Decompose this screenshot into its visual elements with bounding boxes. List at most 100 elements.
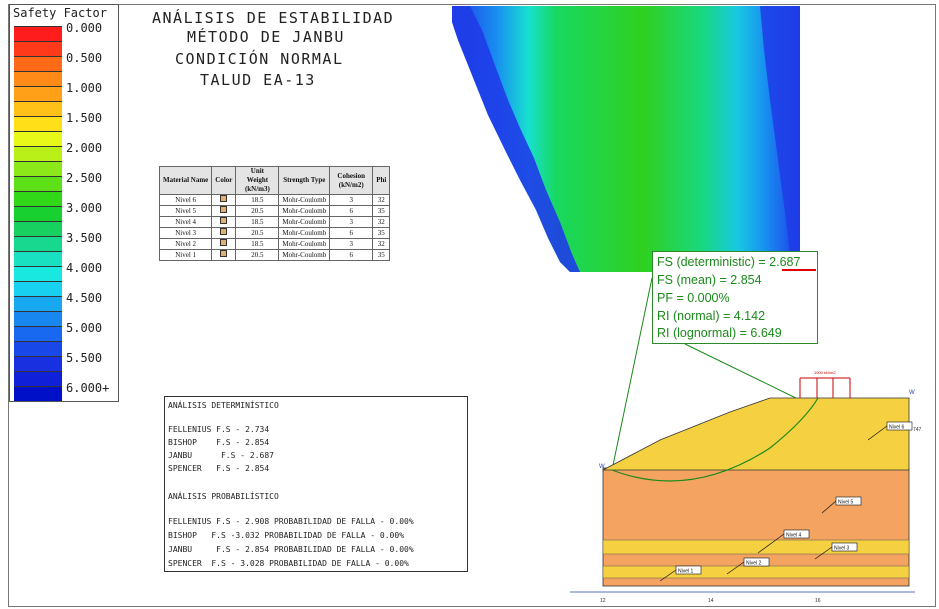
legend-label: 1.000: [66, 81, 103, 95]
header-color: Color: [211, 166, 237, 195]
material-color-swatch: [220, 250, 228, 257]
svg-text:Nivel 3: Nivel 3: [834, 546, 850, 552]
det-line-bishop: BISHOP F.S - 2.854: [168, 438, 270, 447]
analysis-summary-box: ANÁLISIS DETERMINÍSTICO FELLENIUS F.S - …: [164, 396, 468, 572]
header-unit-weight: Unit Weight (kN/m3): [235, 166, 280, 195]
material-label-nivel-4: Nivel 4: [757, 529, 810, 554]
elevation-label: 747: [913, 427, 922, 433]
legend-swatch: [14, 326, 62, 341]
legend-label: 0.500: [66, 51, 103, 65]
legend-label: 5.500: [66, 351, 103, 365]
legend-label: 1.500: [66, 111, 103, 125]
det-line-spencer: SPENCER F.S - 2.854: [168, 464, 270, 473]
svg-text:Nivel 1: Nivel 1: [678, 569, 694, 575]
material-color-swatch: [220, 206, 228, 213]
legend-label: 0.000: [66, 21, 103, 35]
det-line-fellenius: FELLENIUS F.S - 2.734: [168, 425, 270, 434]
material-label-nivel-1: Nivel 1: [659, 565, 702, 582]
contour-plot: [452, 6, 800, 272]
material-name-cell: Nivel 1: [158, 249, 213, 261]
material-label-nivel-6: Nivel 6: [867, 421, 913, 441]
legend-label: 2.500: [66, 171, 103, 185]
load-label: 1000 kN/m2: [814, 370, 836, 375]
legend-label: 3.000: [66, 201, 103, 215]
header-strength-type: Strength Type: [278, 166, 331, 195]
boundary-marker-left: W: [599, 464, 605, 470]
fs-results-callout: FS (deterministic) = 2.687 FS (mean) = 2…: [652, 251, 818, 344]
legend-swatch: [14, 26, 62, 41]
slope-cross-section: 1000 kN/m2 W W 747 12 14 16: [570, 370, 922, 604]
legend-swatch: [14, 266, 62, 281]
svg-text:Nivel 2: Nivel 2: [746, 561, 762, 567]
title-line-1: ANÁLISIS DE ESTABILIDAD: [152, 9, 395, 27]
strength-type-cell: Mohr-Coulomb: [278, 249, 331, 261]
header-material-name: Material Name: [158, 166, 213, 195]
distributed-load: 1000 kN/m2: [799, 370, 851, 398]
material-label-nivel-5: Nivel 5: [821, 496, 862, 514]
legend-label: 6.000+: [66, 381, 110, 395]
prob-line-bishop: BISHOP F.S -3.032 PROBABILIDAD DE FALLA …: [168, 531, 405, 540]
material-label-nivel-3: Nivel 3: [814, 542, 858, 560]
legend-swatch: [14, 41, 62, 56]
legend-swatch: [14, 86, 62, 101]
prob-line-janbu: JANBU F.S - 2.854 PROBABILIDAD DE FALLA …: [168, 545, 414, 554]
svg-text:Nivel 5: Nivel 5: [838, 500, 854, 506]
material-color-swatch: [220, 228, 228, 235]
fs-value-underline: [782, 269, 816, 271]
legend-label: 2.000: [66, 141, 103, 155]
legend-swatch: [14, 281, 62, 296]
title-line-2: MÉTODO DE JANBU: [187, 28, 345, 46]
material-color-swatch: [220, 239, 228, 246]
fs-ri-normal: RI (normal) = 4.142: [657, 309, 766, 323]
color-cell: [211, 249, 237, 261]
det-line-janbu: JANBU F.S - 2.687: [168, 451, 274, 460]
color-cell: [211, 238, 237, 250]
legend-swatch: [14, 146, 62, 161]
legend-label: 3.500: [66, 231, 103, 245]
material-color-swatch: [220, 195, 228, 202]
x-tick-3: 16: [815, 598, 821, 604]
legend-swatch: [14, 191, 62, 206]
phi-cell: 32: [372, 194, 391, 206]
phi-cell: 35: [372, 249, 391, 261]
material-row: Nivel 4 18.5 Mohr-Coulomb 3 32: [158, 216, 391, 228]
legend-swatch: [14, 296, 62, 311]
materials-table: Material Name Color Unit Weight (kN/m3) …: [158, 166, 391, 261]
material-row: Nivel 1 20.5 Mohr-Coulomb 6 35: [158, 249, 391, 261]
legend-swatch: [14, 131, 62, 146]
unit-weight-cell: 20.5: [235, 249, 280, 261]
fs-mean: FS (mean) = 2.854: [657, 273, 762, 287]
cohesion-cell: 6: [329, 249, 374, 261]
legend-swatch: [14, 116, 62, 131]
soil-band-1: [602, 539, 910, 555]
probabilistic-title: ANÁLISIS PROBABILÍSTICO: [168, 492, 279, 501]
figure-frame: [8, 4, 936, 607]
material-row: Nivel 2 18.5 Mohr-Coulomb 3 32: [158, 238, 391, 250]
fs-pf: PF = 0.000%: [657, 291, 730, 305]
legend-swatch: [14, 311, 62, 326]
safety-factor-legend: Safety Factor 0.000 0.500 1.000 1.500 2.000 2…: [9, 4, 119, 402]
legend-swatch: [14, 206, 62, 221]
legend-label: 5.000: [66, 321, 103, 335]
svg-text:Nivel 4: Nivel 4: [786, 533, 802, 539]
prob-line-spencer: SPENCER F.S - 3.028 PROBABILIDAD DE FALL…: [168, 559, 409, 568]
legend-swatch: [14, 386, 62, 401]
legend-swatch: [14, 176, 62, 191]
header-phi: Phi: [372, 166, 391, 195]
fs-ri-lognormal: RI (lognormal) = 6.649: [657, 326, 782, 340]
legend-swatch: [14, 101, 62, 116]
material-name-cell: Nivel 3: [158, 227, 213, 239]
soil-band-2: [602, 565, 910, 579]
legend-title: Safety Factor: [13, 6, 107, 20]
fs-deterministic: FS (deterministic) = 2.687: [657, 255, 801, 269]
callout-lines: [611, 277, 801, 471]
boundary-marker-right: W: [909, 390, 915, 396]
legend-swatch: [14, 251, 62, 266]
x-tick-2: 14: [708, 598, 714, 604]
material-label-nivel-2: Nivel 2: [726, 557, 770, 575]
legend-label: 4.500: [66, 291, 103, 305]
legend-swatch: [14, 356, 62, 371]
material-row: Nivel 3 20.5 Mohr-Coulomb 6 35: [158, 227, 391, 239]
slip-surface: [611, 397, 819, 482]
